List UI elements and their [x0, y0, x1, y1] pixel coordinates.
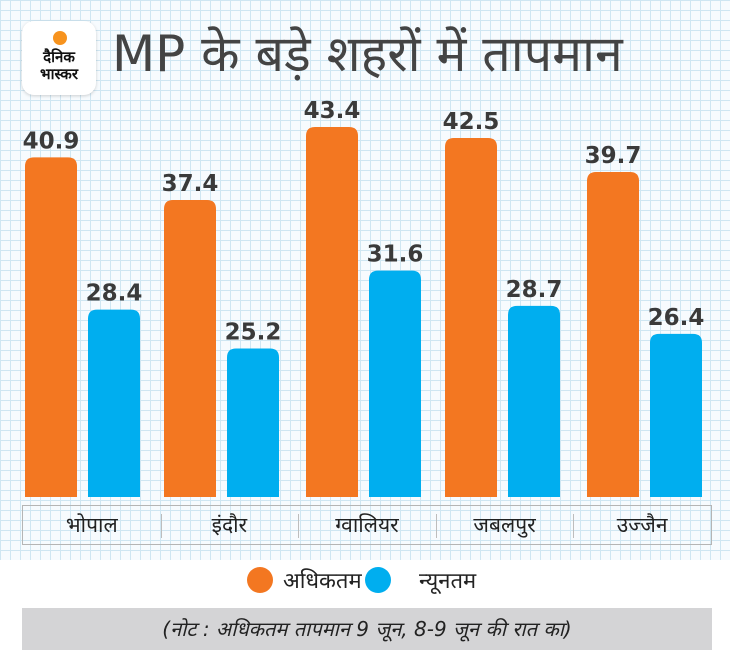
- value-label-min: 26.4: [648, 305, 705, 331]
- bar-min: [650, 333, 702, 497]
- value-label-max: 39.7: [585, 143, 642, 169]
- value-label-min: 25.2: [225, 320, 282, 346]
- category-axis: भोपाल इंदौर ग्वालियर जबलपुर उज्जैन: [22, 505, 712, 545]
- value-label-max: 37.4: [162, 171, 219, 197]
- legend-item-min: न्यूनतम: [365, 563, 476, 597]
- bar-min: [369, 270, 421, 497]
- bar-chart: 40.9 37.4 43.4 42.5 39.7 28.4 25.2 31.6 28.7 26.4: [23, 98, 705, 498]
- logo-line-1: दैनिक: [43, 48, 75, 66]
- legend: अधिकतम न्यूनतम: [0, 563, 730, 597]
- legend-item-max: अधिकतम: [247, 563, 362, 597]
- category-label: जबलपुर: [435, 506, 574, 544]
- bar-max: [445, 137, 497, 497]
- value-label-max: 43.4: [304, 98, 361, 124]
- sun-icon: [53, 31, 67, 45]
- chart-title: MP के बड़े शहरों में तापमान: [112, 25, 623, 83]
- logo-line-2: भास्कर: [40, 65, 78, 83]
- bar-min: [88, 309, 140, 497]
- footnote: (नोट : अधिकतम तापमान 9 जून, 8-9 जून की र…: [22, 608, 712, 650]
- bar-max: [587, 172, 639, 497]
- value-label-min: 31.6: [367, 242, 424, 268]
- bar-min: [508, 305, 560, 497]
- bar-max: [164, 200, 216, 498]
- legend-dot-max: [247, 567, 273, 593]
- category-label: ग्वालियर: [298, 506, 436, 544]
- bar-max: [25, 157, 77, 498]
- bar-min: [227, 348, 279, 497]
- dainik-bhaskar-logo: दैनिक भास्कर: [22, 21, 96, 95]
- value-label-max: 42.5: [443, 109, 500, 135]
- value-label-min: 28.4: [86, 281, 143, 307]
- value-label-min: 28.7: [506, 277, 563, 303]
- category-label: भोपाल: [65, 513, 118, 537]
- category-label: उज्जैन: [573, 506, 711, 544]
- legend-label-min: न्यूनतम: [419, 569, 477, 594]
- legend-label-max: अधिकतम: [283, 569, 362, 594]
- category-label: इंदौर: [160, 506, 299, 544]
- bar-max: [306, 127, 358, 497]
- legend-dot-min: [365, 567, 391, 593]
- value-label-max: 40.9: [23, 128, 80, 154]
